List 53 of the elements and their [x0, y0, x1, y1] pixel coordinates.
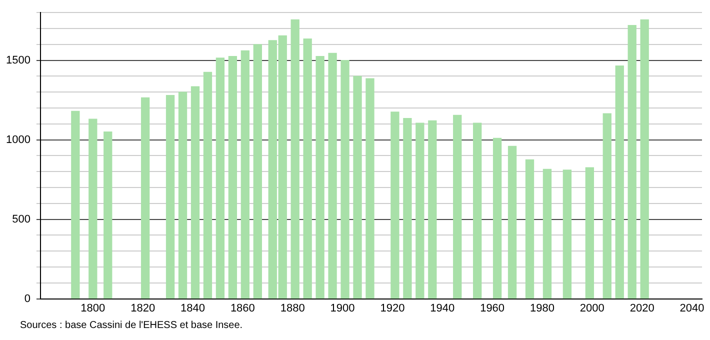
y-tick-label: 0: [24, 292, 30, 305]
y-tick-label: 1000: [6, 134, 30, 146]
bar: [216, 58, 225, 299]
x-tick-label: 2000: [580, 302, 604, 314]
bar: [562, 170, 572, 299]
bar: [190, 86, 200, 299]
bar: [508, 146, 517, 299]
bar: [353, 76, 362, 299]
bar: [428, 120, 437, 299]
x-tick-label: 1900: [330, 302, 355, 314]
bar: [453, 114, 462, 299]
bar: [602, 113, 612, 299]
bar: [316, 56, 324, 299]
bar: [492, 138, 502, 299]
bar: [390, 112, 400, 299]
bar: [71, 110, 80, 299]
bar: [228, 56, 238, 299]
bar: [585, 167, 594, 299]
bar: [403, 118, 412, 299]
bar: [240, 50, 250, 299]
bar: [366, 78, 374, 299]
bar: [615, 66, 624, 299]
bar: [473, 122, 482, 299]
bar: [303, 38, 312, 299]
y-tick-label: 500: [12, 213, 30, 226]
x-tick-label: 1980: [530, 302, 554, 314]
x-tick-label: 1820: [130, 302, 156, 314]
x-tick-label: 1840: [180, 302, 205, 314]
x-tick-label: 2020: [630, 302, 654, 314]
bar: [88, 118, 98, 299]
bar: [542, 168, 552, 299]
x-tick-label: 1860: [230, 302, 255, 314]
bar: [640, 19, 649, 299]
bar: [416, 122, 424, 299]
bar: [178, 92, 188, 299]
source-note: Sources : base Cassini de l'EHESS et base Insee.: [20, 320, 243, 331]
x-tick-label: 1880: [280, 302, 305, 314]
x-tick-label: 1960: [480, 302, 505, 314]
y-tick-label: 1500: [6, 54, 30, 66]
bar: [166, 94, 175, 299]
x-tick-label: 1920: [380, 302, 405, 314]
bar: [104, 132, 112, 299]
bar: [328, 52, 337, 299]
bar: [340, 60, 350, 299]
bar: [628, 24, 636, 299]
bar: [253, 44, 262, 299]
bar: [203, 72, 212, 299]
bar: [525, 159, 534, 299]
x-tick-label: 1940: [430, 302, 455, 314]
bar: [290, 19, 300, 299]
bar: [140, 97, 150, 299]
x-tick-label: 1800: [80, 302, 106, 314]
x-tick-label: 2040: [680, 302, 704, 314]
